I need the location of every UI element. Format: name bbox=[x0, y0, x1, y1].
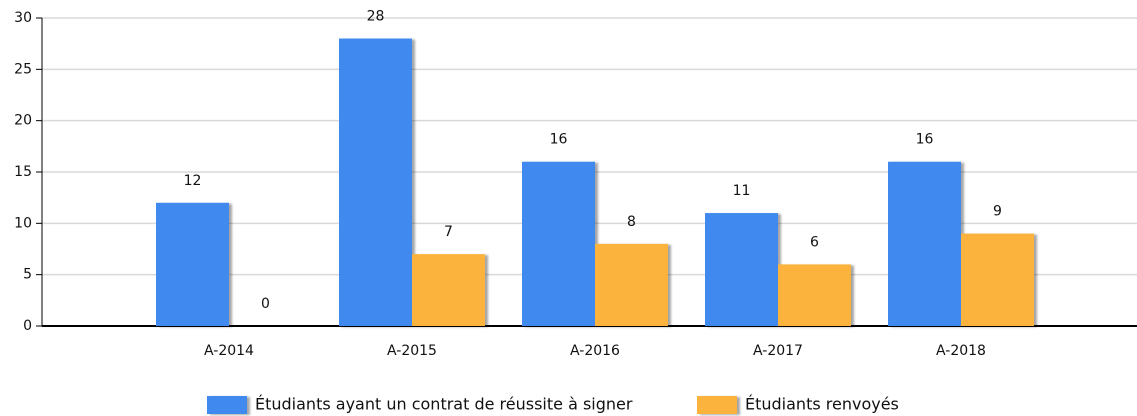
value-label: 6 bbox=[810, 234, 819, 250]
y-tick-label: 5 bbox=[23, 267, 32, 283]
value-label: 0 bbox=[261, 296, 270, 312]
y-tick-label: 15 bbox=[14, 164, 32, 180]
y-tick-label: 25 bbox=[14, 61, 32, 77]
x-tick-label: A-2014 bbox=[204, 343, 254, 359]
bar bbox=[778, 264, 851, 326]
value-label: 16 bbox=[916, 132, 934, 148]
value-label: 9 bbox=[993, 204, 1002, 220]
legend-text: Étudiants ayant un contrat de réussite à… bbox=[255, 395, 633, 414]
bar bbox=[961, 233, 1034, 326]
legend-swatch bbox=[207, 396, 247, 414]
x-tick-label: A-2017 bbox=[753, 343, 803, 359]
value-label: 7 bbox=[444, 224, 453, 240]
bar bbox=[522, 161, 595, 326]
y-tick-label: 10 bbox=[14, 215, 32, 231]
x-tick-label: A-2018 bbox=[936, 343, 986, 359]
y-tick-label: 30 bbox=[14, 10, 32, 26]
value-label: 16 bbox=[550, 132, 568, 148]
bar bbox=[339, 38, 412, 327]
x-tick-label: A-2016 bbox=[570, 343, 620, 359]
legend-text: Étudiants renvoyés bbox=[745, 395, 899, 414]
value-label: 28 bbox=[367, 9, 385, 25]
y-tick-label: 20 bbox=[14, 113, 32, 129]
bar bbox=[412, 254, 485, 326]
bar bbox=[156, 202, 229, 326]
x-tick-label: A-2015 bbox=[387, 343, 437, 359]
bar bbox=[705, 213, 778, 326]
bar bbox=[595, 243, 668, 326]
value-label: 8 bbox=[627, 214, 636, 230]
y-tick-label: 0 bbox=[23, 318, 32, 334]
value-label: 12 bbox=[184, 173, 202, 189]
legend-swatch bbox=[697, 396, 737, 414]
value-label: 11 bbox=[733, 183, 751, 199]
bar bbox=[888, 161, 961, 326]
